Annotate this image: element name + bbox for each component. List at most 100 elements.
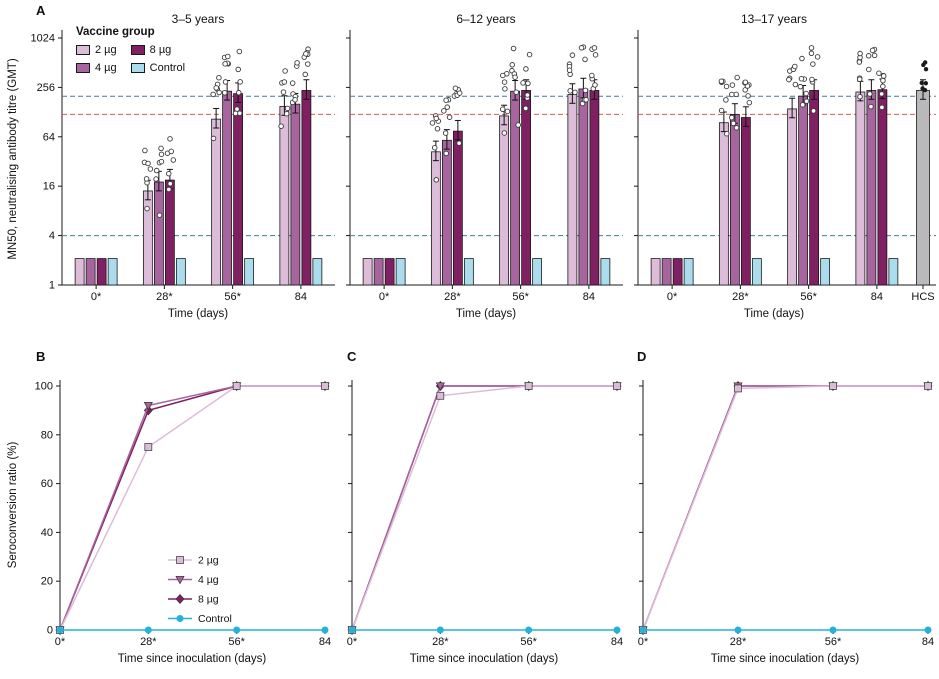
series-line — [642, 385, 928, 631]
data-point — [792, 81, 799, 88]
data-point — [589, 72, 595, 79]
data-point — [167, 181, 173, 187]
hcs-tick-label: HCS — [911, 291, 934, 303]
data-point — [153, 176, 159, 182]
data-point — [742, 79, 749, 85]
data-point — [792, 63, 798, 70]
legend-label: 8 µg — [149, 43, 172, 56]
bar — [107, 258, 118, 286]
bar — [589, 90, 600, 286]
bar — [683, 258, 694, 286]
x-axis-title-d: Time since inoculation (days) — [710, 653, 860, 665]
bar — [362, 258, 373, 286]
data-marker — [524, 382, 533, 390]
data-point — [510, 45, 517, 52]
legend-swatch — [130, 62, 145, 73]
subplot-title-6-12-years: 6–12 years — [456, 12, 516, 26]
bar — [567, 94, 578, 286]
y-tick-label: 100 — [35, 381, 53, 393]
data-point — [797, 83, 804, 90]
data-point — [746, 99, 753, 106]
data-point — [210, 91, 216, 98]
data-point — [147, 166, 154, 172]
bar — [164, 179, 175, 286]
bar — [532, 258, 543, 286]
data-point — [876, 70, 882, 76]
bar — [222, 90, 233, 286]
data-point — [880, 83, 886, 90]
y-tick-label: 0 — [47, 625, 53, 637]
bar — [798, 95, 809, 286]
x-axis-title-a2: Time (days) — [455, 308, 517, 320]
bar — [463, 258, 474, 286]
data-point — [294, 60, 300, 66]
data-point — [865, 53, 872, 59]
data-marker — [525, 626, 533, 634]
data-point — [433, 115, 439, 122]
data-point — [880, 73, 887, 79]
legend-item: 4 µg — [76, 60, 117, 75]
data-point — [582, 87, 589, 94]
y-tick-label: 4 — [49, 230, 55, 242]
data-point — [444, 104, 451, 110]
data-point — [158, 151, 165, 158]
x-tick-label: 56* — [224, 291, 241, 303]
data-point — [799, 102, 806, 108]
x-tick-label: 56* — [520, 636, 537, 648]
bar — [521, 90, 532, 286]
data-point — [429, 120, 436, 126]
data-point — [723, 97, 729, 103]
x-tick-label: 56* — [800, 291, 817, 303]
y-tick-label: 20 — [41, 576, 53, 588]
x-tick-label: 28* — [156, 291, 173, 303]
data-marker — [233, 626, 241, 634]
bar — [751, 258, 762, 286]
x-tick-label: 28* — [730, 636, 747, 648]
x-tick-label: 84 — [319, 636, 331, 648]
x-tick-label: 84 — [922, 636, 934, 648]
data-point — [431, 144, 438, 151]
bar — [85, 258, 96, 286]
data-point — [520, 80, 526, 86]
data-point — [810, 108, 817, 114]
data-point — [143, 176, 150, 182]
x-tick-label: 28* — [140, 636, 157, 648]
data-marker — [734, 384, 742, 393]
data-point — [582, 56, 588, 63]
bar — [211, 118, 222, 286]
hcs-bar — [916, 90, 930, 286]
data-point — [798, 75, 805, 82]
bar — [650, 258, 661, 286]
data-point — [499, 106, 506, 113]
data-marker — [143, 401, 153, 411]
data-point — [592, 82, 598, 88]
data-point — [144, 205, 150, 212]
series-line — [351, 385, 617, 631]
bar — [301, 90, 312, 286]
data-point — [578, 45, 585, 51]
data-point — [730, 120, 737, 127]
data-point — [167, 136, 173, 142]
data-marker — [348, 626, 356, 634]
bar — [499, 115, 510, 286]
subplot-title-3-5-years: 3–5 years — [171, 12, 225, 26]
data-marker — [613, 382, 621, 390]
x-tick-label: 0* — [347, 636, 358, 648]
panel-b-label: B — [36, 349, 46, 364]
data-point — [866, 66, 872, 73]
bar — [233, 93, 244, 286]
bar — [279, 106, 290, 286]
data-point — [145, 160, 151, 167]
data-point — [303, 51, 309, 57]
data-marker — [924, 382, 932, 390]
data-point — [166, 186, 172, 193]
data-point — [729, 82, 736, 88]
bar — [96, 258, 107, 286]
bar — [153, 181, 164, 286]
bar — [290, 103, 301, 286]
legend-swatch — [76, 62, 90, 73]
legend-swatch — [76, 44, 90, 55]
series-line — [59, 385, 325, 631]
data-marker — [613, 626, 621, 634]
